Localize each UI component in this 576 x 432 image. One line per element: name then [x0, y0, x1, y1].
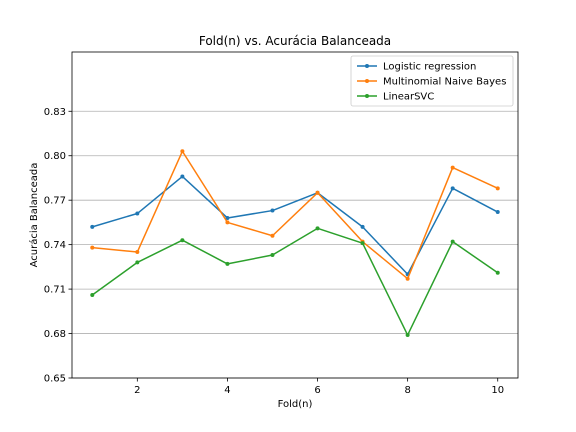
data-point	[495, 210, 500, 215]
series-line-2	[91, 227, 499, 336]
data-point	[405, 276, 410, 281]
data-point	[180, 238, 185, 243]
data-point	[450, 186, 455, 191]
series-line-1	[92, 150, 499, 280]
axes-frame	[71, 51, 519, 379]
data-point	[360, 224, 365, 229]
x-tick-label: 8	[404, 385, 410, 396]
legend-marker	[365, 94, 369, 98]
legend-box	[350, 55, 514, 107]
legend-label: Logistic regression	[383, 62, 476, 73]
data-point	[360, 241, 365, 246]
data-point	[405, 333, 410, 338]
y-tick-label: 0.77	[44, 196, 66, 207]
data-point	[180, 149, 185, 154]
data-point	[225, 220, 230, 225]
data-point	[315, 226, 320, 231]
y-axis-label: Acurácia Balanceada	[28, 163, 40, 268]
chart-title: Fold(n) vs. Acurácia Balanceada	[199, 34, 391, 48]
x-tick-label: 4	[224, 385, 230, 396]
y-tick-label: 0.65	[44, 374, 66, 385]
x-axis-label: Fold(n)	[278, 399, 313, 410]
data-point	[90, 293, 95, 298]
data-point	[135, 211, 140, 216]
x-tick-label: 2	[134, 385, 140, 396]
data-point	[90, 224, 95, 229]
data-point	[495, 186, 500, 191]
data-point	[180, 174, 185, 179]
data-point	[450, 239, 455, 244]
y-tick-label: 0.68	[44, 329, 66, 340]
x-tick-label: 10	[491, 385, 504, 396]
legend-marker	[365, 64, 369, 68]
x-tick-label: 6	[314, 385, 320, 396]
data-point	[270, 233, 275, 238]
data-point	[225, 215, 230, 220]
legend-marker	[365, 79, 369, 83]
data-point	[90, 245, 95, 250]
data-point	[225, 261, 230, 266]
y-tick-label: 0.80	[44, 151, 66, 162]
y-tick-label: 0.71	[44, 285, 66, 296]
data-point	[315, 190, 320, 195]
data-point	[135, 250, 140, 255]
data-point	[270, 253, 275, 258]
y-tick-label: 0.83	[44, 107, 66, 118]
series-line-0	[92, 175, 499, 276]
y-tick-label: 0.74	[44, 240, 66, 251]
legend-label: LinearSVC	[383, 92, 434, 103]
data-point	[135, 260, 140, 265]
data-point	[450, 165, 455, 170]
legend-label: Multinomial Naive Bayes	[383, 77, 506, 88]
data-point	[495, 270, 500, 275]
data-point	[270, 208, 275, 213]
